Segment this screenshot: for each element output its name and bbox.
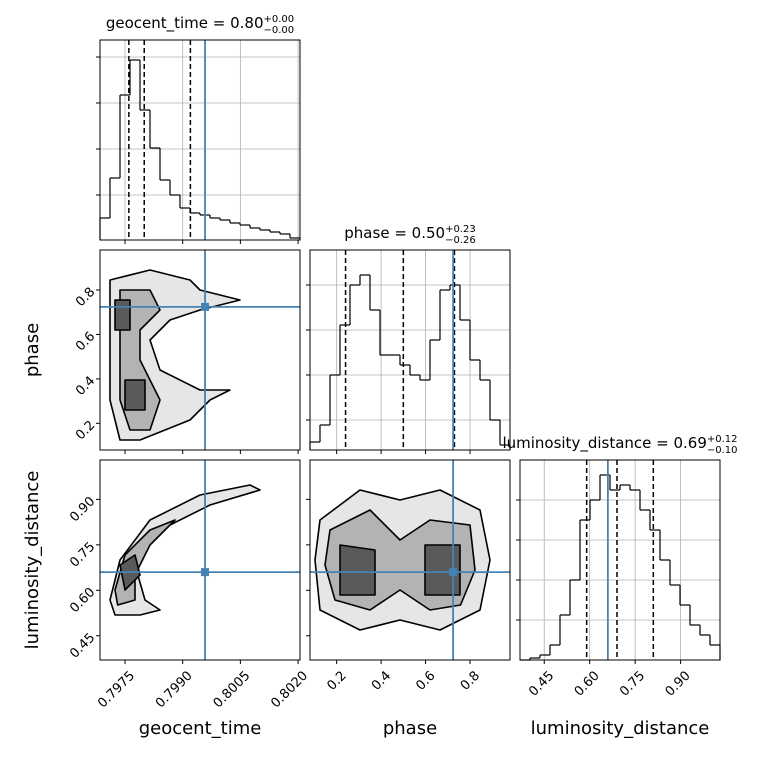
- contour: [339, 544, 376, 596]
- title-minus: −0.00: [264, 25, 295, 36]
- x-axis-label: luminosity_distance: [531, 718, 710, 739]
- y-tick-label: 0.75: [67, 540, 98, 571]
- x-tick-label: 0.2: [324, 668, 349, 693]
- x-tick-label: 0.90: [663, 668, 694, 699]
- x-tick-label: 0.60: [572, 668, 603, 699]
- panel-frame: [99, 459, 301, 661]
- panel-frame: [309, 459, 511, 661]
- title-minus: −0.10: [707, 445, 738, 456]
- x-tick-label: 0.7990: [153, 668, 196, 711]
- y-tick-label: 0.6: [73, 329, 98, 354]
- x-tick-label: 0.8005: [211, 668, 254, 711]
- y-tick-label: 0.2: [73, 418, 98, 443]
- x-tick-label: 0.8: [458, 668, 483, 693]
- contour: [124, 379, 146, 411]
- panel-frame: [99, 39, 301, 241]
- x-axis-label: geocent_time: [139, 718, 262, 739]
- title-plus: +0.23: [445, 224, 476, 235]
- x-tick-label: 0.75: [617, 668, 648, 699]
- x-tick-label: 0.4: [369, 668, 394, 693]
- panel-title: luminosity_distance = 0.69: [502, 434, 706, 453]
- y-tick-label: 0.45: [67, 630, 98, 661]
- y-tick-label: 0.60: [67, 585, 98, 616]
- truth-marker: [201, 568, 209, 577]
- y-tick-label: 0.90: [67, 494, 98, 525]
- truth-marker: [201, 302, 209, 311]
- truth-marker: [449, 568, 458, 577]
- y-axis-label: phase: [22, 323, 43, 377]
- contour: [424, 544, 461, 596]
- title-plus: +0.12: [707, 434, 738, 445]
- contour: [114, 299, 131, 331]
- x-tick-label: 0.7975: [95, 668, 138, 711]
- x-tick-label: 0.45: [526, 668, 557, 699]
- x-tick-label: 0.6: [413, 668, 438, 693]
- title-minus: −0.26: [445, 235, 476, 246]
- panel-title: phase = 0.50: [344, 224, 445, 242]
- panel-title: geocent_time = 0.80: [106, 14, 264, 33]
- y-tick-label: 0.4: [73, 374, 98, 399]
- title-plus: +0.00: [264, 14, 295, 25]
- x-tick-label: 0.8020: [268, 668, 311, 711]
- y-axis-label: luminosity_distance: [22, 471, 43, 650]
- panel-frame: [519, 459, 721, 661]
- panel-frame: [99, 249, 301, 451]
- x-axis-label: phase: [383, 718, 437, 739]
- panel-frame: [309, 249, 511, 451]
- y-tick-label: 0.8: [73, 285, 98, 310]
